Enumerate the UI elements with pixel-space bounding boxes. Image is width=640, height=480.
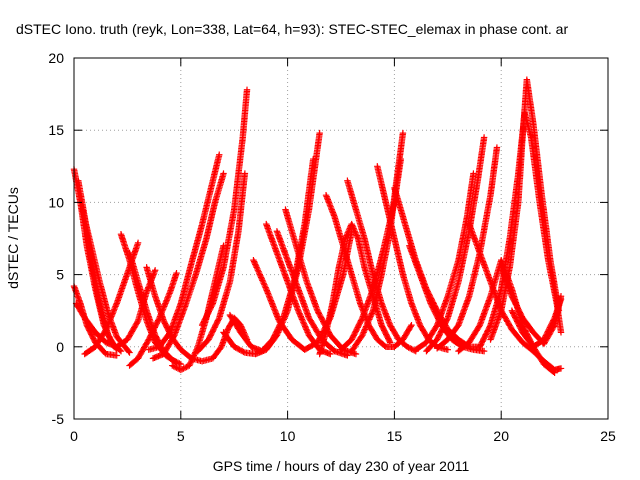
series-marks: [194, 170, 249, 355]
series-marks: [263, 220, 334, 358]
series-marks: [149, 170, 227, 362]
series-15: [194, 170, 249, 355]
series-30: [423, 134, 488, 355]
chart-title: dSTEC Iono. truth (reyk, Lon=338, Lat=64…: [16, 21, 568, 37]
x-tick-label: 15: [387, 428, 403, 444]
y-axis-label: dSTEC / TECUs: [5, 187, 21, 289]
y-tick-label: 10: [48, 194, 64, 210]
y-tick-label: 20: [48, 50, 64, 66]
y-tick-label: -5: [52, 411, 65, 427]
series-31: [412, 170, 477, 353]
x-axis-label: GPS time / hours of day 230 of year 2011: [213, 458, 470, 474]
y-tick-label: 5: [56, 267, 64, 283]
series-marks: [198, 86, 251, 329]
series-20: [273, 228, 351, 359]
plot-frame: [73, 57, 609, 420]
series-38: [508, 295, 565, 350]
axis-ticks: 0 5 10 15 20 25 -5 0 5 10 15 20: [48, 50, 616, 444]
series-4: [79, 206, 133, 356]
y-tick-label: 0: [56, 339, 64, 355]
data-points: [70, 76, 565, 376]
series-19: [263, 220, 334, 358]
series-marks: [145, 151, 223, 353]
x-tick-label: 5: [177, 428, 185, 444]
x-tick-label: 25: [600, 428, 616, 444]
series-32: [433, 144, 501, 352]
series-marks: [412, 170, 477, 353]
series-marks: [273, 228, 351, 359]
x-tick-label: 20: [493, 428, 509, 444]
series-marks: [79, 206, 133, 356]
series-14: [198, 86, 251, 329]
series-marks: [508, 295, 565, 350]
series-marks: [433, 144, 501, 352]
series-12: [149, 170, 227, 362]
x-tick-label: 10: [280, 428, 296, 444]
series-13: [145, 151, 223, 353]
series-marks: [423, 134, 488, 355]
x-tick-label: 0: [70, 428, 78, 444]
y-tick-label: 15: [48, 122, 64, 138]
